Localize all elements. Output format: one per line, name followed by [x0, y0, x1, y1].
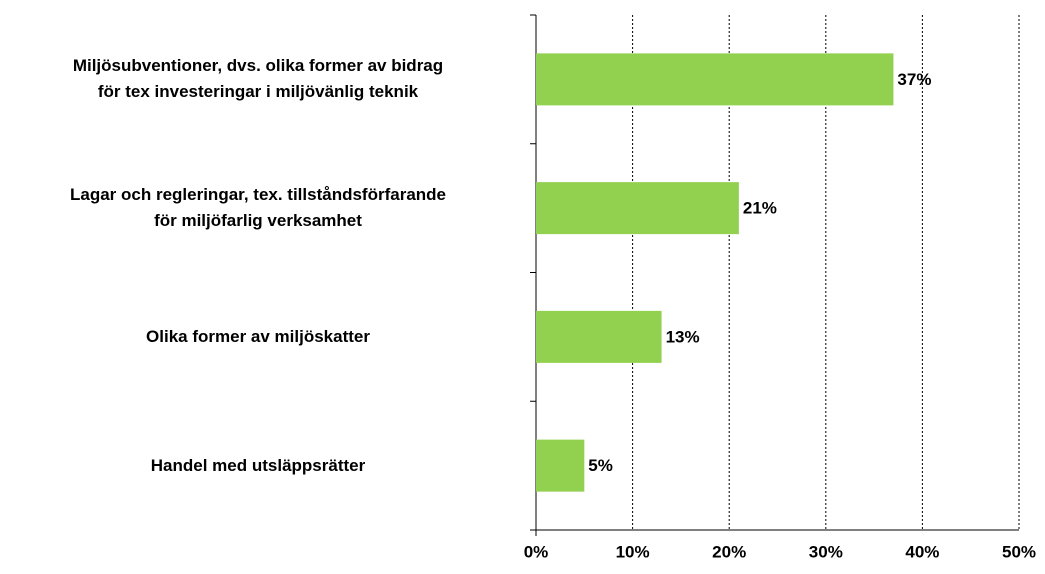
x-tick-label: 50%	[1002, 542, 1036, 561]
bar	[536, 439, 585, 492]
x-tick-label: 10%	[616, 542, 650, 561]
value-label: 37%	[897, 70, 931, 89]
category-label: Miljösubventioner, dvs. olika former av …	[72, 56, 444, 102]
category-label: Olika former av miljöskatter	[146, 326, 370, 346]
bar	[536, 182, 739, 235]
x-tick-label: 20%	[712, 542, 746, 561]
value-label: 5%	[588, 456, 613, 475]
value-label: 13%	[666, 327, 700, 346]
x-tick-label: 40%	[905, 542, 939, 561]
x-tick-label: 0%	[524, 542, 549, 561]
category-label: Lagar och regleringar, tex. tillståndsfö…	[70, 185, 446, 231]
value-label: 21%	[743, 199, 777, 218]
bar	[536, 310, 662, 363]
bar	[536, 53, 894, 106]
x-tick-label: 30%	[809, 542, 843, 561]
category-label: Handel med utsläppsrätter	[150, 455, 366, 475]
